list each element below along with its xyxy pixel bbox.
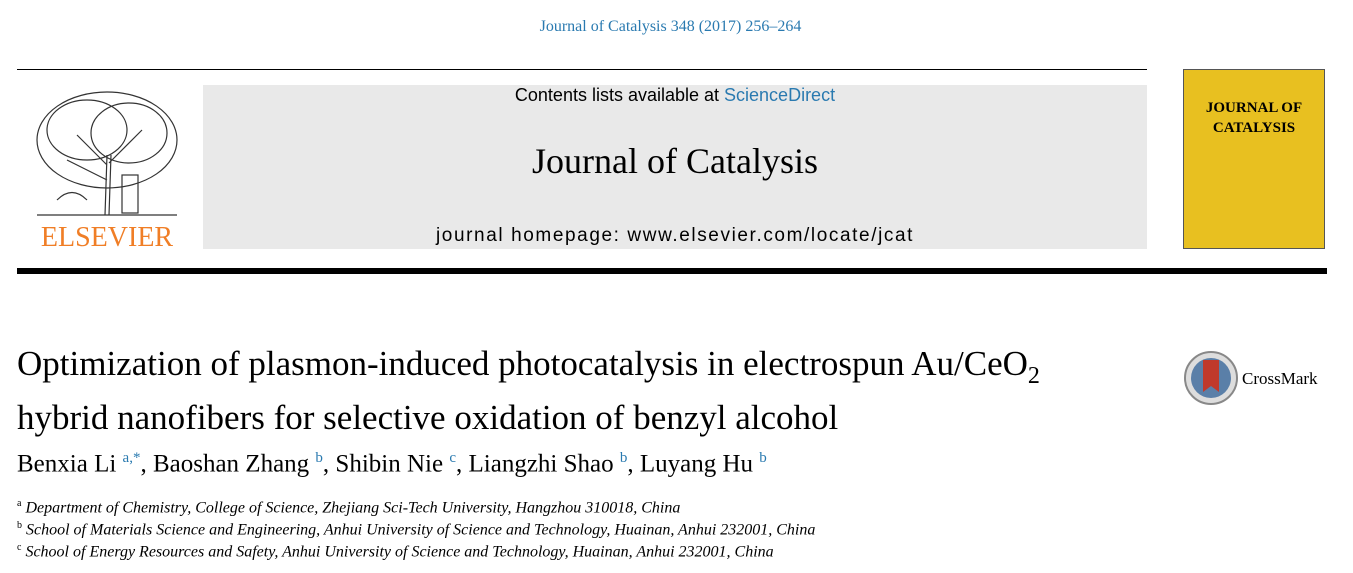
author-affiliation-mark[interactable]: b: [315, 450, 323, 466]
crossmark-label[interactable]: CrossMark: [1242, 369, 1318, 388]
author-affiliation-mark[interactable]: b: [759, 450, 767, 466]
author-affiliation-mark[interactable]: b: [619, 450, 628, 466]
cover-line: CATALYSIS: [1212, 120, 1296, 136]
publisher: ELSEVIER: [40, 222, 174, 253]
title-text: hybrid nanofibers for selective oxidatio…: [17, 398, 839, 437]
rule: [17, 69, 1147, 70]
affiliation-label: c: [17, 542, 22, 553]
sciencedirect-link[interactable]: ScienceDirect: [724, 85, 836, 105]
contents-line: Contents lists available at ScienceDirec…: [203, 85, 1147, 106]
rule: [17, 268, 1327, 274]
article-title: Optimization of plasmon-induced photocat…: [17, 343, 1040, 439]
homepage[interactable]: journal homepage: www.elsevier.com/locat…: [435, 225, 915, 246]
author-separator: ,: [456, 450, 463, 478]
affiliation: a Department of Chemistry, College of Sc…: [17, 498, 680, 517]
elsevier-logo: [36, 91, 178, 216]
author-affiliation-mark[interactable]: c: [449, 450, 456, 466]
author-name: Liangzhi Shao: [468, 450, 614, 478]
author-separator: ,: [322, 450, 330, 478]
author-name: Shibin Nie: [335, 450, 444, 478]
affiliation: b School of Materials Science and Engine…: [17, 520, 815, 539]
title-subscript: 2: [1027, 363, 1040, 389]
affiliation: c School of Energy Resources and Safety,…: [17, 542, 774, 561]
crossmark-icon[interactable]: [1183, 350, 1239, 406]
author-separator: ,: [140, 450, 147, 478]
cover-line: JOURNAL OF: [1205, 100, 1303, 116]
affiliation-label: b: [17, 520, 22, 531]
authors: Benxia Li a,*, Baoshan Zhang b, Shibin N…: [17, 450, 767, 478]
affiliation-text: School of Materials Science and Engineer…: [26, 521, 816, 539]
affiliation-text: Department of Chemistry, College of Scie…: [25, 499, 681, 517]
citation[interactable]: Journal of Catalysis 348 (2017) 256–264: [539, 18, 802, 35]
author-name: Benxia Li: [17, 450, 117, 478]
affiliation-label: a: [17, 498, 22, 509]
banner: [203, 85, 1147, 249]
affiliation-text: School of Energy Resources and Safety, A…: [25, 543, 774, 561]
title-text: Optimization of plasmon-induced photocat…: [17, 344, 1028, 383]
journal-cover[interactable]: JOURNAL OF CATALYSIS: [1183, 69, 1325, 249]
author-affiliation-mark[interactable]: a,*: [122, 450, 141, 466]
contents-text: Contents lists available at: [514, 85, 720, 105]
journal-name: Journal of Catalysis: [532, 141, 818, 181]
author-separator: ,: [627, 450, 634, 478]
author-name: Luyang Hu: [639, 450, 754, 478]
author-name: Baoshan Zhang: [152, 450, 310, 478]
